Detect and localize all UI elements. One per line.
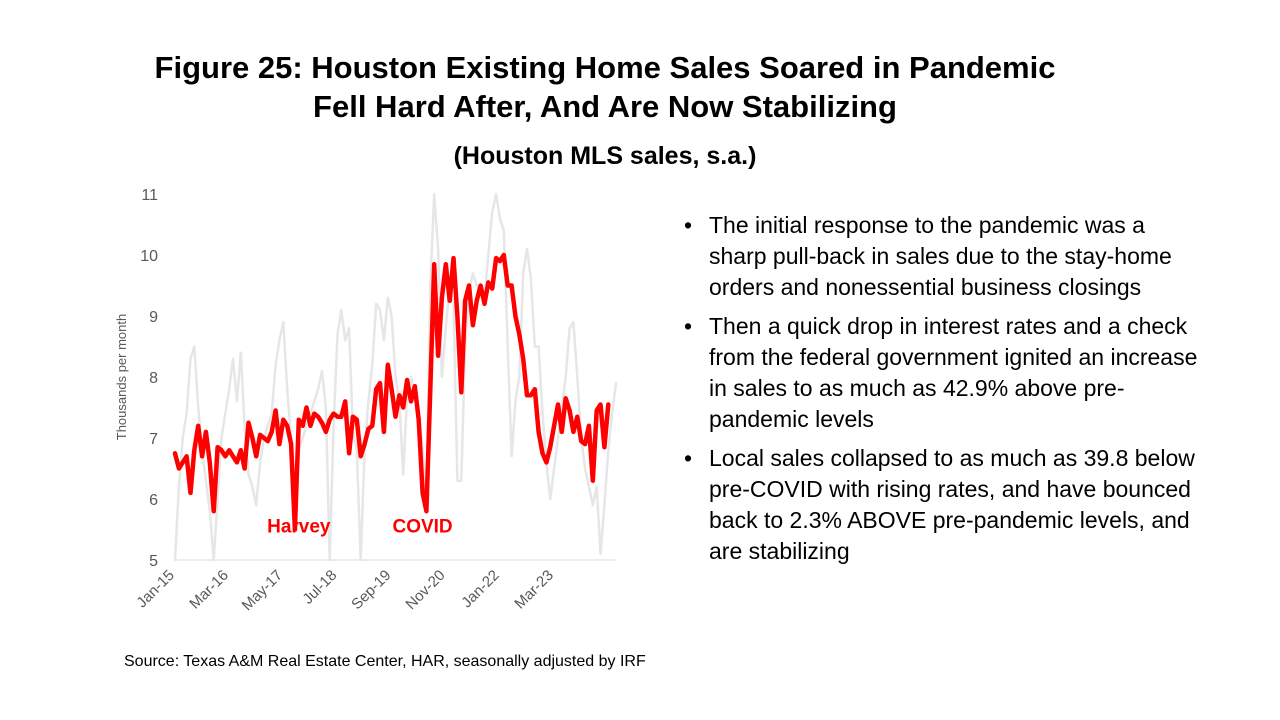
bullet-marker: • xyxy=(684,212,693,238)
bullet-marker: • xyxy=(684,313,693,339)
bullet-item: • Then a quick drop in interest rates an… xyxy=(678,311,1198,435)
bullet-item: • The initial response to the pandemic w… xyxy=(678,210,1198,303)
source-note: Source: Texas A&M Real Estate Center, HA… xyxy=(124,653,646,670)
bullet-text: Local sales collapsed to as much as 39.8… xyxy=(709,445,1195,564)
slide-title: Figure 25: Houston Existing Home Sales S… xyxy=(0,48,1210,126)
x-tick-label: Jan-15 xyxy=(133,567,177,611)
series-line-raw xyxy=(173,192,618,562)
chart-subtitle: (Houston MLS sales, s.a.) xyxy=(453,142,757,170)
series-line-seasonally-adjusted xyxy=(172,252,611,532)
x-tick-label: Mar-23 xyxy=(511,567,557,613)
bullet-marker: • xyxy=(684,445,693,471)
bullet-text: The initial response to the pandemic was… xyxy=(709,212,1172,300)
x-tick-label: Jan-22 xyxy=(458,567,502,611)
x-tick-label: Nov-20 xyxy=(402,567,448,613)
annotation-label: Harvey xyxy=(267,517,331,538)
title-line-2: Fell Hard After, And Are Now Stabilizing xyxy=(313,89,897,124)
annotation-label: COVID xyxy=(392,517,452,538)
x-tick-label: Sep-19 xyxy=(348,567,394,613)
x-tick-label: Mar-16 xyxy=(186,567,232,613)
bullet-list: • The initial response to the pandemic w… xyxy=(678,210,1198,575)
y-tick-label: 9 xyxy=(149,309,158,326)
y-tick-label: 6 xyxy=(149,492,158,509)
y-tick-label: 5 xyxy=(149,553,158,570)
home-sales-line-chart: Thousands per month 5 6 7 8 9 10 11 Jan-15 Mar-16… xyxy=(114,187,618,614)
x-tick-label: Jul-18 xyxy=(299,567,340,608)
bullet-text: Then a quick drop in interest rates and … xyxy=(709,313,1198,432)
x-tick-label: May-17 xyxy=(239,567,286,614)
y-tick-label: 7 xyxy=(149,431,158,448)
y-tick-label: 8 xyxy=(149,370,158,387)
y-tick-label: 11 xyxy=(141,187,158,204)
y-axis-label: Thousands per month xyxy=(114,314,129,440)
y-tick-label: 10 xyxy=(140,248,158,265)
bullet-item: • Local sales collapsed to as much as 39… xyxy=(678,443,1198,567)
title-line-1: Figure 25: Houston Existing Home Sales S… xyxy=(154,50,1056,85)
